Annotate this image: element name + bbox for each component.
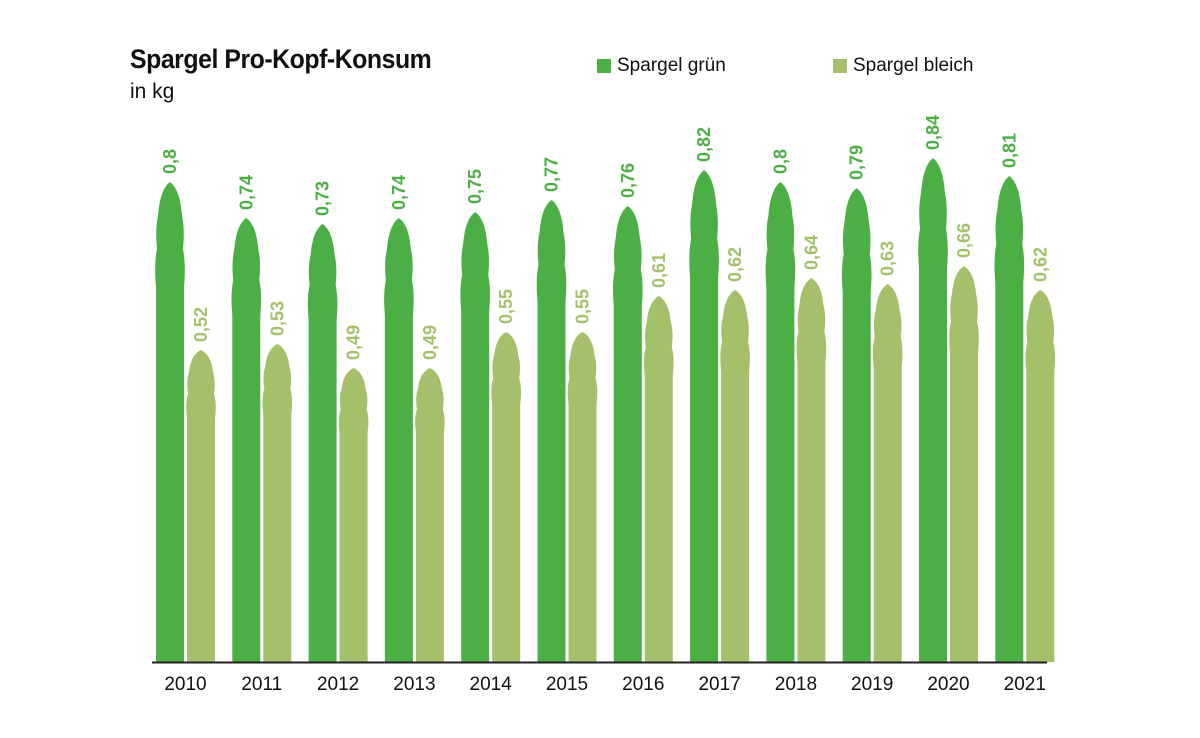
- bar-bleich-2015: [567, 332, 598, 662]
- data-label-bleich-2019: 0,63: [878, 241, 898, 276]
- chart-title: Spargel Pro-Kopf-Konsum: [130, 44, 432, 74]
- data-label-gruen-2014: 0,75: [465, 169, 485, 204]
- x-tick-label-2015: 2015: [546, 674, 588, 695]
- bar-bleich-2012: [338, 368, 369, 662]
- x-tick-label-2018: 2018: [775, 674, 817, 695]
- data-label-gruen-2016: 0,76: [618, 163, 638, 198]
- data-label-bleich-2014: 0,55: [496, 289, 516, 324]
- data-label-gruen-2019: 0,79: [847, 145, 867, 180]
- bar-bleich-2013: [415, 368, 445, 662]
- bar-bleich-2018: [796, 278, 827, 662]
- x-tick-label-2011: 2011: [241, 674, 282, 695]
- data-label-bleich-2015: 0,55: [573, 289, 593, 324]
- chart-subtitle: in kg: [130, 80, 175, 103]
- legend-swatch-gruen: [597, 59, 611, 73]
- data-label-bleich-2010: 0,52: [191, 307, 211, 342]
- bar-bleich-2016: [644, 296, 674, 662]
- data-label-gruen-2015: 0,77: [542, 157, 562, 192]
- bar-gruen-2019: [841, 188, 872, 662]
- x-tick-label-2014: 2014: [470, 674, 513, 695]
- data-label-bleich-2016: 0,61: [649, 253, 669, 288]
- data-label-gruen-2018: 0,8: [770, 149, 790, 174]
- x-tick-label-2021: 2021: [1004, 674, 1046, 695]
- bar-gruen-2014: [460, 212, 490, 662]
- bar-bleich-2011: [262, 344, 293, 662]
- data-label-gruen-2011: 0,74: [236, 175, 256, 210]
- data-label-bleich-2011: 0,53: [267, 301, 287, 336]
- bar-bleich-2017: [720, 290, 750, 662]
- bar-gruen-2013: [384, 218, 414, 662]
- bar-bleich-2014: [491, 332, 521, 662]
- legend-label-gruen: Spargel grün: [617, 55, 726, 76]
- legend-swatch-bleich: [833, 59, 847, 73]
- bar-bleich-2020: [949, 266, 979, 662]
- data-label-bleich-2020: 0,66: [954, 223, 974, 258]
- data-label-bleich-2012: 0,49: [344, 325, 364, 360]
- bar-gruen-2015: [536, 200, 567, 662]
- x-tick-label-2020: 2020: [927, 674, 969, 695]
- bar-bleich-2019: [872, 284, 903, 662]
- data-label-gruen-2013: 0,74: [389, 175, 409, 210]
- x-tick-label-2019: 2019: [851, 674, 893, 695]
- x-tick-label-2013: 2013: [393, 674, 435, 695]
- bar-gruen-2010: [155, 182, 185, 662]
- x-tick-label-2012: 2012: [317, 674, 359, 695]
- x-tick-label-2016: 2016: [622, 674, 664, 695]
- bar-gruen-2016: [613, 206, 643, 662]
- bar-gruen-2011: [231, 218, 262, 662]
- data-label-bleich-2018: 0,64: [801, 235, 821, 270]
- data-label-gruen-2017: 0,82: [694, 127, 714, 162]
- data-label-gruen-2012: 0,73: [313, 181, 333, 216]
- bar-gruen-2012: [307, 224, 338, 662]
- data-label-bleich-2013: 0,49: [420, 325, 440, 360]
- bar-bleich-2010: [186, 350, 216, 662]
- data-label-gruen-2021: 0,81: [999, 133, 1019, 168]
- data-label-bleich-2021: 0,62: [1030, 247, 1050, 282]
- legend-item-gruen: Spargel grün: [597, 54, 726, 78]
- bar-gruen-2018: [765, 182, 796, 662]
- legend-item-bleich: Spargel bleich: [833, 54, 973, 78]
- bar-gruen-2021: [994, 176, 1025, 662]
- bar-bleich-2021: [1025, 290, 1056, 662]
- bar-gruen-2020: [918, 158, 948, 662]
- x-tick-label-2017: 2017: [698, 674, 740, 695]
- bar-gruen-2017: [689, 170, 719, 662]
- legend-label-bleich: Spargel bleich: [853, 55, 974, 76]
- data-label-gruen-2010: 0,8: [160, 149, 180, 174]
- x-tick-label-2010: 2010: [164, 674, 206, 695]
- data-label-gruen-2020: 0,84: [923, 115, 943, 150]
- data-label-bleich-2017: 0,62: [725, 247, 745, 282]
